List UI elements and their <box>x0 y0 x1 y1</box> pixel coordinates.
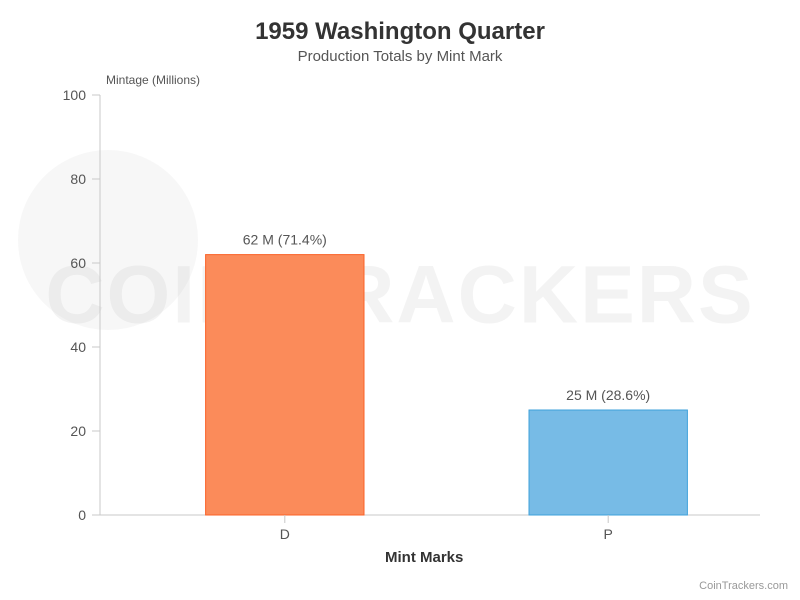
y-tick-label: 40 <box>70 339 86 355</box>
x-tick-label: P <box>604 526 613 542</box>
bar-value-label: 25 M (28.6%) <box>566 387 650 403</box>
y-tick-label: 20 <box>70 423 86 439</box>
bar-P <box>529 410 687 515</box>
x-tick-label: D <box>280 526 290 542</box>
y-tick-label: 80 <box>70 171 86 187</box>
bar-D <box>206 255 364 515</box>
bar-chart: 0 20 40 60 80 100 62 M (71.4%) D 25 M (28.6%) P <box>0 0 800 600</box>
y-tick-label: 0 <box>78 507 86 523</box>
y-tick-label: 100 <box>63 87 87 103</box>
y-tick-label: 60 <box>70 255 86 271</box>
bar-value-label: 62 M (71.4%) <box>243 232 327 248</box>
